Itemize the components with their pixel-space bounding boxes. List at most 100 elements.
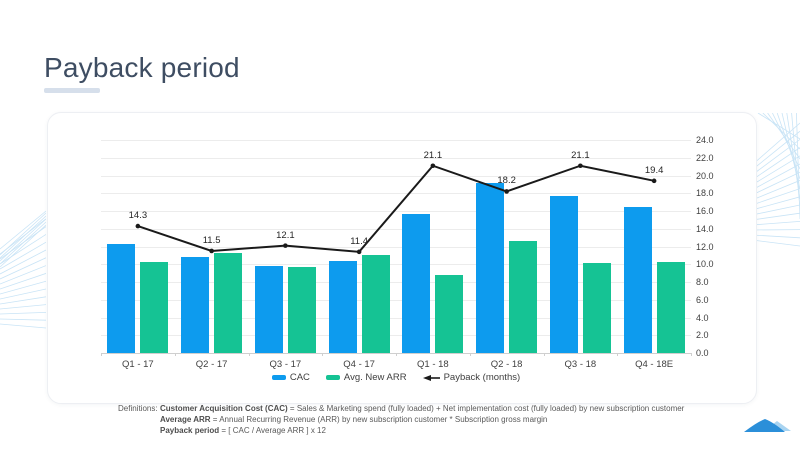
- cac-bar: [476, 182, 505, 353]
- x-axis-tick: [396, 353, 397, 356]
- gridline: [101, 282, 691, 283]
- line-point-marker: [504, 189, 509, 194]
- line-point-marker: [283, 243, 288, 248]
- mountain-logo: [744, 419, 791, 432]
- definition-text: Payback period = [ CAC / Average ARR ] x…: [160, 426, 326, 435]
- cac-bar: [328, 260, 357, 353]
- arr-bar: [435, 274, 464, 353]
- cac-bar: [107, 243, 136, 353]
- x-axis-category-label: Q4 - 18E: [635, 359, 674, 370]
- payback-value-label: 21.1: [571, 149, 590, 161]
- y-axis-tick-label: 8.0: [696, 277, 709, 287]
- legend-label-arr: Avg. New ARR: [343, 372, 407, 383]
- payback-value-label: 14.3: [128, 210, 148, 222]
- bar-group: [617, 140, 691, 353]
- wave-lines-decoration-left: [0, 210, 46, 329]
- cac-swatch-icon: [271, 375, 286, 380]
- x-axis-category-label: Q4 - 17: [343, 359, 375, 370]
- gridline: [101, 175, 691, 177]
- cac-bar: [549, 195, 578, 353]
- legend: CAC Avg. New ARR Payback (months): [101, 372, 691, 383]
- payback-value-label: 18.2: [497, 175, 516, 187]
- gridline: [101, 211, 691, 212]
- line-point-marker: [356, 249, 362, 255]
- x-axis-tick: [469, 353, 471, 356]
- y-axis-tick-label: 12.0: [696, 241, 714, 252]
- definition-row: Average ARR = Annual Recurring Revenue (…: [118, 414, 684, 425]
- payback-line: [135, 163, 657, 255]
- title-underline: [44, 88, 100, 93]
- gridline: [101, 317, 691, 319]
- x-axis-category-label: Q1 - 18: [417, 359, 449, 370]
- definitions: Definitions: Customer Acquisition Cost (C…: [118, 403, 684, 436]
- arr-bar: [214, 252, 243, 353]
- gridline: [101, 228, 691, 230]
- definition-text: Customer Acquisition Cost (CAC) = Sales …: [160, 404, 685, 413]
- y-axis-tick-label: 4.0: [696, 312, 709, 323]
- x-axis-category-label: Q3 - 17: [269, 359, 302, 370]
- payback-value-label: 11.5: [202, 234, 221, 246]
- x-axis-tick: [691, 353, 692, 356]
- arr-bar: [509, 241, 538, 353]
- bar-group: [249, 140, 323, 353]
- cac-bar: [623, 206, 652, 353]
- definitions-label: Definitions:: [118, 404, 158, 413]
- legend-label-cac: CAC: [289, 372, 310, 383]
- arr-bar: [656, 262, 685, 353]
- gridline: [101, 246, 691, 248]
- x-axis-labels: Q1 - 17 Q2 - 17 Q3 - 17 Q4 - 17 Q1 - 18 Q2 - …: [101, 359, 691, 370]
- line-point-marker: [135, 223, 141, 229]
- line-point-marker: [578, 163, 583, 169]
- line-point-marker: [430, 163, 436, 169]
- y-axis-tick-label: 18.0: [696, 188, 714, 199]
- cac-bar: [402, 213, 431, 353]
- definition-row: Definitions: Customer Acquisition Cost (C…: [118, 403, 684, 414]
- bar-group: [396, 140, 470, 353]
- y-axis-tick-label: 20.0: [696, 170, 714, 181]
- x-axis-tick: [617, 353, 619, 356]
- x-axis-tick: [248, 353, 250, 356]
- y-axis-tick-label: 14.0: [696, 223, 714, 234]
- definition-text: Average ARR = Annual Recurring Revenue (…: [160, 415, 548, 424]
- gridline: [101, 193, 691, 195]
- legend-item-cac: CAC: [271, 372, 310, 383]
- bar-group: [544, 140, 618, 353]
- gridline: [101, 299, 691, 301]
- line-point-marker: [651, 178, 657, 184]
- arr-bar: [361, 255, 390, 353]
- y-axis-tick-label: 6.0: [696, 294, 709, 305]
- x-axis-tick: [174, 353, 176, 356]
- bar-group: [470, 140, 544, 353]
- x-axis-category-label: Q3 - 18: [564, 359, 597, 370]
- x-axis-category-label: Q1 - 17: [122, 359, 154, 370]
- payback-value-label: 11.4: [350, 235, 369, 247]
- x-axis-category-label: Q2 - 17: [195, 359, 228, 370]
- payback-value-label: 12.1: [276, 229, 295, 241]
- y-axis-labels: 24.0 22.0 20.0 18.0 16.0 14.0 12.0 10.0 8.0 6.0 4.…: [696, 135, 736, 358]
- payback-value-label: 19.4: [644, 164, 664, 176]
- arr-bar: [140, 261, 169, 353]
- y-axis-tick-label: 16.0: [696, 206, 714, 216]
- x-axis-tick: [322, 353, 324, 356]
- payback-value-label: 21.1: [423, 149, 443, 161]
- bar-group: [322, 140, 396, 353]
- definition-row: Payback period = [ CAC / Average ARR ] x…: [118, 425, 684, 436]
- gridline: [101, 264, 691, 266]
- chart-card: 14.3 11.5 12.1 11.4 21.1 18.2 21.1 19.4 24.0 22.…: [47, 112, 757, 404]
- y-axis-tick-label: 2.0: [696, 330, 709, 341]
- arr-bar: [287, 266, 316, 353]
- line-point-marker: [209, 248, 214, 254]
- arr-bar: [582, 263, 611, 353]
- gridline: [101, 157, 691, 159]
- bar-groups: [101, 140, 691, 353]
- wave-lines-decoration-right: [752, 113, 800, 247]
- legend-label-payback: Payback (months): [443, 372, 521, 383]
- y-axis-tick-label: 0.0: [696, 348, 709, 358]
- x-axis-category-label: Q2 - 18: [490, 359, 523, 370]
- x-axis-tick: [543, 353, 545, 356]
- legend-item-payback: Payback (months): [422, 372, 521, 383]
- x-axis-tick: [101, 353, 102, 356]
- plot-area: 14.3 11.5 12.1 11.4 21.1 18.2 21.1 19.4: [101, 140, 692, 356]
- bar-group: [101, 140, 175, 353]
- y-axis-tick-label: 22.0: [696, 152, 714, 163]
